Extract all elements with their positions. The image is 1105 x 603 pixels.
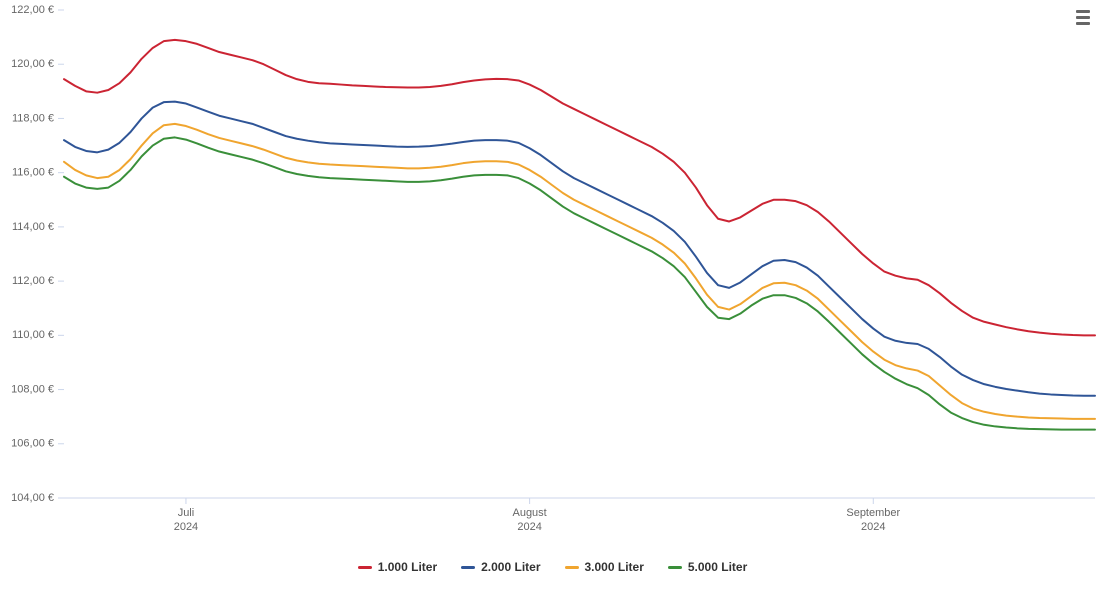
svg-text:104,00 €: 104,00 € xyxy=(11,492,54,504)
svg-text:110,00 €: 110,00 € xyxy=(12,329,54,341)
svg-text:114,00 €: 114,00 € xyxy=(12,221,54,233)
legend-label: 1.000 Liter xyxy=(378,560,437,574)
legend-item[interactable]: 3.000 Liter xyxy=(565,560,644,574)
legend-swatch xyxy=(565,566,579,569)
chart-menu-button[interactable] xyxy=(1071,6,1095,28)
svg-text:108,00 €: 108,00 € xyxy=(11,383,54,395)
svg-text:116,00 €: 116,00 € xyxy=(12,167,54,179)
svg-text:2024: 2024 xyxy=(861,521,885,533)
svg-text:118,00 €: 118,00 € xyxy=(12,112,54,124)
svg-text:120,00 €: 120,00 € xyxy=(11,58,54,70)
legend-label: 3.000 Liter xyxy=(585,560,644,574)
svg-text:August: August xyxy=(512,507,546,519)
svg-text:2024: 2024 xyxy=(174,521,198,533)
svg-text:112,00 €: 112,00 € xyxy=(12,275,54,287)
svg-text:106,00 €: 106,00 € xyxy=(11,438,54,450)
legend-item[interactable]: 5.000 Liter xyxy=(668,560,747,574)
svg-text:September: September xyxy=(846,507,900,519)
hamburger-icon xyxy=(1076,10,1090,13)
svg-text:Juli: Juli xyxy=(178,507,195,519)
price-chart: 104,00 € 106,00 € 108,00 € 110,00 € 112,00 €… xyxy=(0,0,1105,603)
chart-svg: 104,00 € 106,00 € 108,00 € 110,00 € 112,00 €… xyxy=(0,0,1105,603)
chart-legend: 1.000 Liter 2.000 Liter 3.000 Liter 5.000 L… xyxy=(0,560,1105,574)
legend-label: 5.000 Liter xyxy=(688,560,747,574)
legend-swatch xyxy=(461,566,475,569)
legend-item[interactable]: 1.000 Liter xyxy=(358,560,437,574)
svg-text:2024: 2024 xyxy=(517,521,541,533)
legend-swatch xyxy=(668,566,682,569)
hamburger-icon xyxy=(1076,16,1090,19)
legend-swatch xyxy=(358,566,372,569)
legend-item[interactable]: 2.000 Liter xyxy=(461,560,540,574)
hamburger-icon xyxy=(1076,22,1090,25)
svg-text:122,00 €: 122,00 € xyxy=(11,4,54,16)
legend-label: 2.000 Liter xyxy=(481,560,540,574)
